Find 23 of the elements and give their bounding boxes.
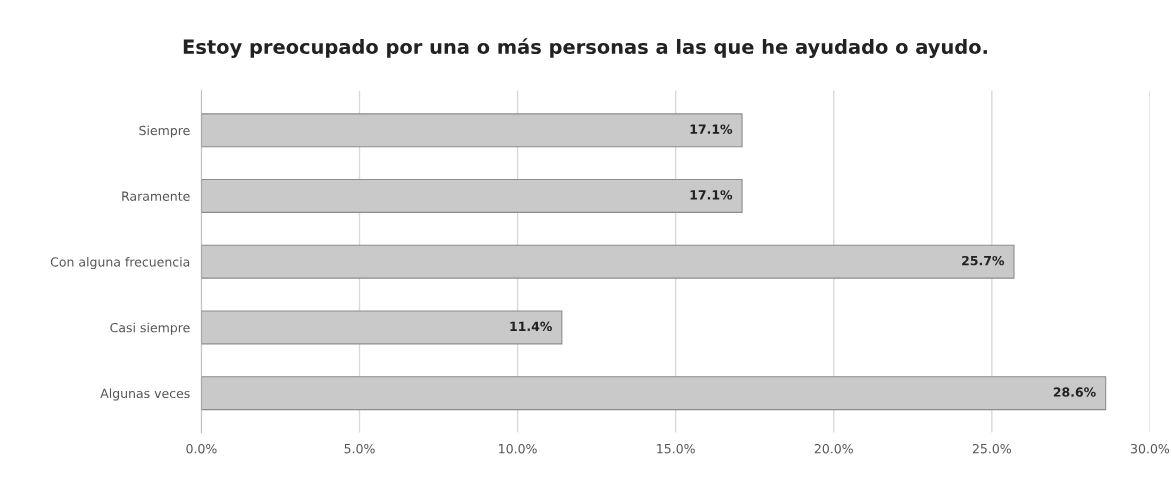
x-tick-label: 5.0%	[344, 443, 375, 454]
data-label: 17.1%	[690, 124, 733, 134]
bar	[201, 244, 1015, 279]
chart-title: Estoy preocupado por una o más personas a las que he ayudado o ayudo.	[183, 38, 987, 58]
x-tick-label: 25.0%	[972, 443, 1011, 454]
y-tick-label: Raramente	[122, 191, 190, 201]
bar	[201, 113, 743, 148]
x-tick-label: 0.0%	[186, 443, 217, 454]
x-tick-label: 10.0%	[499, 443, 537, 454]
data-label: 25.7%	[962, 255, 1005, 266]
x-tick-label: 30.0%	[1131, 443, 1170, 454]
data-label: 11.4%	[510, 321, 552, 332]
bar	[201, 310, 563, 345]
data-label: 17.1%	[690, 190, 733, 200]
bar	[201, 178, 743, 213]
x-tick-label: 20.0%	[814, 443, 853, 454]
y-tick-label: Casi siempre	[110, 322, 190, 335]
bar	[201, 376, 1107, 411]
x-tick-label: 15.0%	[657, 443, 695, 454]
data-label: 28.6%	[1053, 387, 1096, 397]
y-tick-label: Con alguna frecuencia	[50, 256, 190, 270]
y-tick-label: Siempre	[139, 125, 190, 138]
y-tick-label: Algunas veces	[100, 388, 190, 401]
